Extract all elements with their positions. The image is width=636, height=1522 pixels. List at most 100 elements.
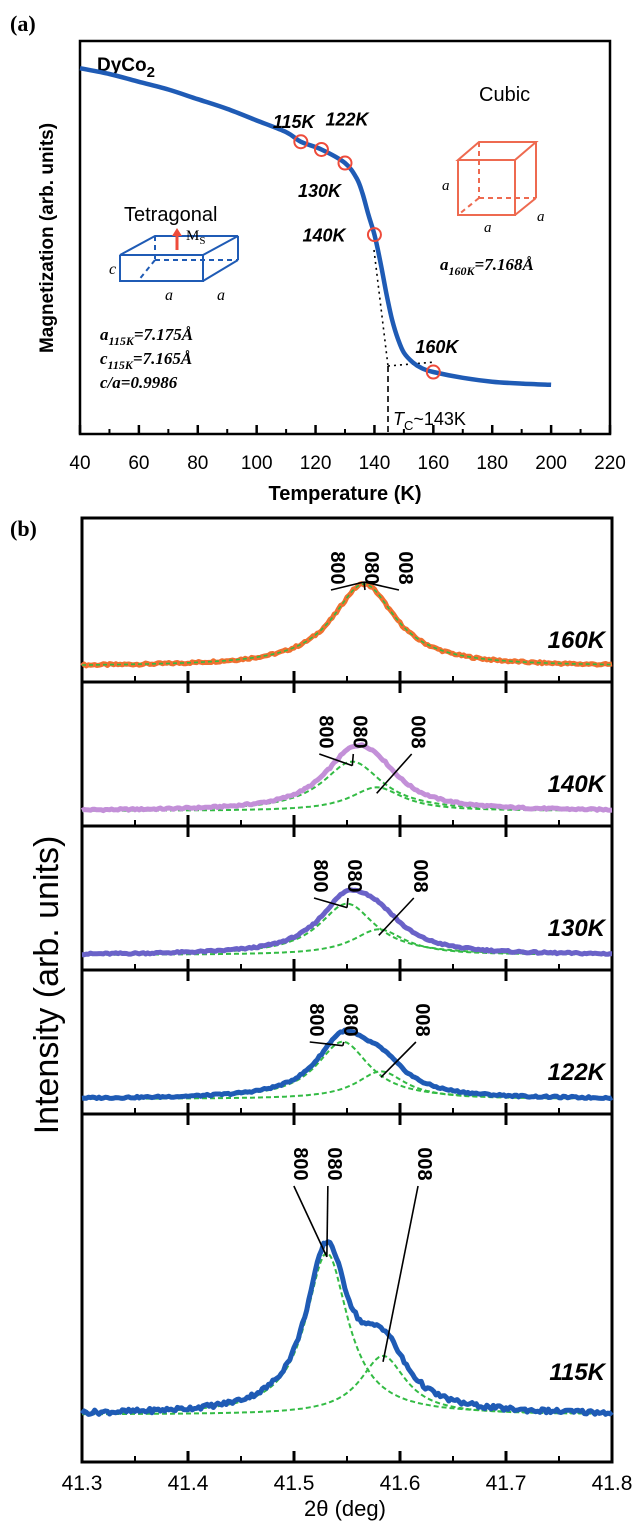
tet-edge-a-front: a	[165, 287, 173, 304]
cubic-param: a160K=7.168Å	[440, 255, 534, 278]
xrd-panel-115K: 800 080 008 115K	[80, 1112, 614, 1464]
panel-a-x-tick-labels: 40 60 80 100 120 140 160 180 200 220	[69, 453, 625, 474]
a-tick-label: 100	[241, 453, 273, 474]
peak-label-008: 008	[394, 551, 416, 584]
cubic-title: Cubic	[479, 84, 530, 106]
xrd-data-curve	[81, 1027, 614, 1101]
peak-label-008: 008	[411, 1003, 433, 1036]
peak-label-800: 800	[326, 551, 348, 584]
peak-leader-line	[313, 897, 348, 909]
marker-label-122K: 122K	[325, 109, 370, 129]
ms-label: MS	[186, 228, 205, 247]
b-tick-label: 41.6	[380, 1472, 421, 1495]
tc-tangent-flat	[387, 361, 436, 367]
panel-temp-label-130K: 130K	[548, 915, 607, 942]
peak-label-008: 008	[407, 715, 429, 748]
tet-param-ratio: c/a=0.9986	[100, 373, 178, 392]
tet-edge-c: c	[109, 261, 116, 278]
a-tick-label: 180	[476, 453, 508, 474]
a-tick-label: 160	[417, 453, 449, 474]
fit-curve-1	[82, 760, 612, 812]
a-tick-label: 60	[128, 453, 149, 474]
peak-label-800: 800	[289, 1147, 311, 1180]
xrd-data-curve	[80, 742, 613, 814]
xrd-data-curve	[80, 1239, 614, 1417]
tc-tangent-steep	[373, 249, 389, 367]
xrd-panel-frame	[80, 680, 614, 828]
panel-temp-label-140K: 140K	[548, 771, 607, 798]
peak-leader-line	[363, 581, 366, 591]
peak-leader-line	[341, 1041, 345, 1046]
peak-leader-line	[363, 581, 400, 591]
xrd-panel-130K: 800 080 008 130K	[80, 824, 614, 972]
cubic-edge-a-front: a	[484, 220, 492, 236]
b-tick-label: 41.5	[274, 1472, 315, 1495]
peak-leader-line	[378, 897, 415, 936]
peak-label-800: 800	[314, 715, 336, 748]
tetragonal-cell-icon	[119, 235, 239, 282]
fit-curve-1	[82, 1040, 612, 1100]
tetragonal-title: Tetragonal	[124, 204, 217, 226]
peak-label-080: 080	[343, 859, 365, 892]
b-tick-label: 41.4	[168, 1472, 209, 1495]
fit-curve-1	[82, 902, 612, 956]
panel-a-x-ticks	[78, 425, 612, 434]
peak-label-800: 800	[309, 859, 331, 892]
peak-label-080: 080	[348, 715, 370, 748]
peak-leader-line	[380, 1041, 417, 1078]
peak-leader-line	[382, 1185, 419, 1362]
panel-temp-label-115K: 115K	[549, 1359, 606, 1386]
peak-label-008: 008	[413, 1147, 435, 1180]
tet-edge-a-side: a	[217, 287, 225, 304]
peak-leader-line	[293, 1185, 328, 1258]
peak-label-080: 080	[339, 1003, 361, 1036]
peak-label-080: 080	[360, 551, 382, 584]
xrd-panel-122K: 800 080 008 122K	[80, 968, 614, 1116]
peak-label-080: 080	[323, 1147, 345, 1180]
xrd-panel-160K: 800 080 008 160K	[80, 516, 614, 684]
cubic-edge-a-side: a	[537, 209, 545, 225]
marker-160K	[425, 364, 441, 380]
marker-label-140K: 140K	[302, 226, 347, 246]
panel-a-x-axis-label: Temperature (K)	[269, 483, 422, 505]
magnetization-curve	[79, 65, 552, 388]
panel-a-y-axis-label: Magnetization (arb. units)	[37, 123, 58, 353]
marker-115K	[293, 134, 309, 150]
marker-label-160K: 160K	[415, 337, 460, 357]
tet-param-c: c115K=7.165Å	[100, 349, 192, 372]
peak-label-008: 008	[409, 859, 431, 892]
peak-leader-line	[319, 753, 353, 767]
xrd-data-curve	[80, 581, 613, 669]
a-tick-label: 220	[594, 453, 626, 474]
peak-leader-line	[330, 581, 365, 591]
b-tick-label: 41.7	[486, 1472, 527, 1495]
tc-label: TC~143K	[393, 409, 466, 433]
peak-leader-line	[376, 753, 413, 794]
fit-curve-2	[81, 1354, 612, 1416]
ms-arrow-icon	[172, 228, 182, 236]
a-tick-label: 120	[300, 453, 332, 474]
tet-param-a: a115K=7.175Å	[100, 325, 193, 348]
a-tick-label: 40	[69, 453, 90, 474]
panel-b-y-axis-label: Intensity (arb. units)	[28, 836, 66, 1135]
xrd-panel-frame	[80, 824, 614, 972]
xrd-data-curve	[81, 887, 613, 958]
peak-label-800: 800	[305, 1003, 327, 1036]
panel-b-x-axis-label: 2θ (deg)	[304, 1496, 386, 1521]
material-label: DyCo2	[97, 55, 155, 81]
marker-label-130K: 130K	[298, 181, 343, 201]
panel-temp-label-122K: 122K	[548, 1059, 607, 1086]
a-tick-label: 200	[535, 453, 567, 474]
marker-122K	[313, 141, 329, 157]
panel-temp-label-160K: 160K	[548, 627, 607, 654]
peak-leader-line	[309, 1041, 343, 1047]
panel-a-label: (a)	[10, 11, 36, 36]
b-tick-label: 41.3	[62, 1472, 103, 1495]
fit-sum-curve	[82, 583, 613, 666]
xrd-panel-140K: 800 080 008 140K	[80, 680, 614, 828]
cubic-edge-a-left: a	[442, 178, 450, 194]
fit-curve-1	[82, 1252, 613, 1415]
marker-label-115K: 115K	[273, 112, 317, 132]
